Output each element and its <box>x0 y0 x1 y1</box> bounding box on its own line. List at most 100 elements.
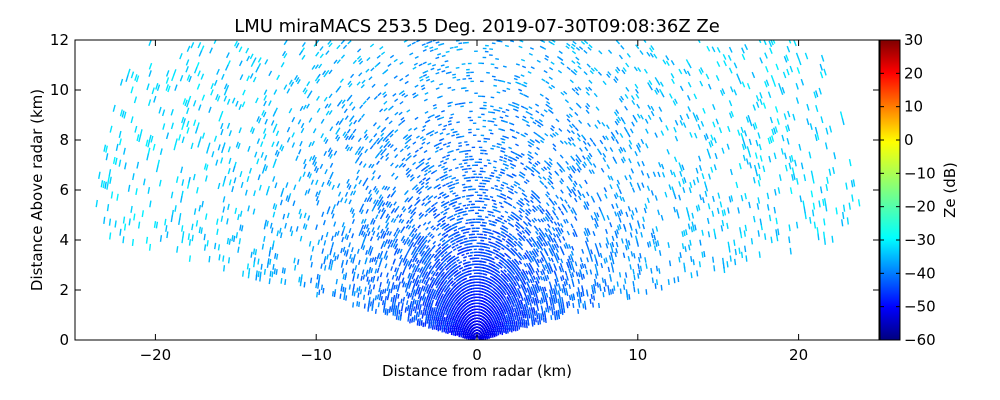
radar-gate <box>615 139 620 144</box>
radar-gate <box>458 142 462 145</box>
radar-gate <box>559 262 563 268</box>
radar-gate <box>559 307 562 313</box>
radar-gate <box>489 288 493 292</box>
radar-gate <box>537 218 542 223</box>
radar-gate <box>540 297 544 303</box>
radar-gate <box>757 230 760 237</box>
radar-gate <box>592 163 597 168</box>
radar-gate <box>469 257 473 260</box>
radar-gate <box>773 152 777 160</box>
radar-gate <box>716 207 720 214</box>
radar-gate <box>440 64 445 67</box>
radar-gate <box>774 106 779 113</box>
radar-gate <box>701 229 704 236</box>
radar-gate <box>806 118 810 126</box>
radar-gate <box>609 184 613 190</box>
radar-gate <box>487 210 491 213</box>
radar-gate <box>683 177 687 183</box>
radar-gate <box>465 231 470 234</box>
radar-gate <box>559 246 563 251</box>
radar-gate <box>503 157 508 160</box>
radar-gate <box>456 259 460 262</box>
radar-gate <box>516 297 520 302</box>
radar-gate <box>532 275 536 280</box>
radar-gate <box>672 171 677 178</box>
radar-gate <box>636 103 641 109</box>
radar-gate <box>529 116 534 120</box>
radar-gate <box>538 227 542 232</box>
radar-gate <box>529 47 534 50</box>
radar-gate <box>777 228 780 236</box>
radar-gate <box>666 149 670 155</box>
radar-gate <box>507 238 511 242</box>
radar-gate <box>515 106 520 109</box>
radar-gate <box>575 91 580 96</box>
radar-gate <box>588 44 593 49</box>
radar-gate <box>544 295 547 301</box>
radar-gate <box>558 238 562 243</box>
radar-gate <box>571 245 575 251</box>
radar-gate <box>442 212 447 216</box>
radar-gate <box>539 45 544 49</box>
radar-gate <box>585 269 589 275</box>
radar-gate <box>442 128 446 131</box>
radar-gate <box>430 129 435 133</box>
radar-gate <box>632 268 635 275</box>
radar-gate <box>728 112 733 119</box>
radar-gate <box>497 235 501 239</box>
radar-gate <box>573 180 578 186</box>
radar-gate <box>568 268 571 274</box>
radar-gate <box>484 228 489 231</box>
radar-gate <box>739 227 742 234</box>
radar-gate <box>646 185 651 191</box>
radar-gate <box>574 216 578 221</box>
radar-gate <box>455 148 460 151</box>
radar-gate <box>618 54 623 60</box>
radar-gate <box>713 137 717 144</box>
radar-gate <box>499 116 504 119</box>
radar-gate <box>630 95 635 101</box>
radar-gate <box>656 240 660 246</box>
radar-gate <box>585 105 590 110</box>
radar-gate <box>504 114 509 118</box>
radar-gate <box>441 219 446 223</box>
radar-gate <box>449 181 453 184</box>
radar-gate <box>496 40 501 43</box>
radar-gate <box>646 197 650 204</box>
radar-gate <box>528 144 532 148</box>
radar-gate <box>585 231 589 237</box>
radar-gate <box>499 227 504 231</box>
radar-gate <box>789 156 792 163</box>
radar-gate <box>613 78 618 84</box>
radar-gate <box>634 150 638 157</box>
radar-gate <box>735 181 739 189</box>
radar-gate <box>494 218 499 222</box>
radar-gate <box>662 59 667 65</box>
radar-gate <box>518 88 523 92</box>
radar-gate <box>643 207 647 214</box>
radar-gate <box>529 278 533 284</box>
radar-gate <box>707 231 711 238</box>
radar-gate <box>828 168 832 176</box>
radar-gate <box>525 301 528 307</box>
radar-gate <box>605 228 608 235</box>
radar-gate <box>582 163 586 169</box>
radar-gate <box>668 260 672 267</box>
radar-gate <box>579 257 583 263</box>
radar-gate <box>571 169 576 174</box>
radar-gate <box>521 83 525 87</box>
radar-gate <box>528 253 532 258</box>
radar-gate <box>542 242 547 247</box>
radar-gate <box>498 201 503 205</box>
radar-gate <box>547 181 552 186</box>
radar-gate <box>489 244 493 247</box>
radar-gate <box>461 63 466 65</box>
radar-gate <box>592 302 594 308</box>
radar-gate <box>571 87 576 92</box>
radar-gate <box>658 162 662 168</box>
radar-gate <box>746 83 751 90</box>
radar-gate <box>584 240 588 246</box>
radar-gate <box>582 140 587 146</box>
radar-gate <box>500 147 505 150</box>
radar-gate <box>530 199 534 204</box>
